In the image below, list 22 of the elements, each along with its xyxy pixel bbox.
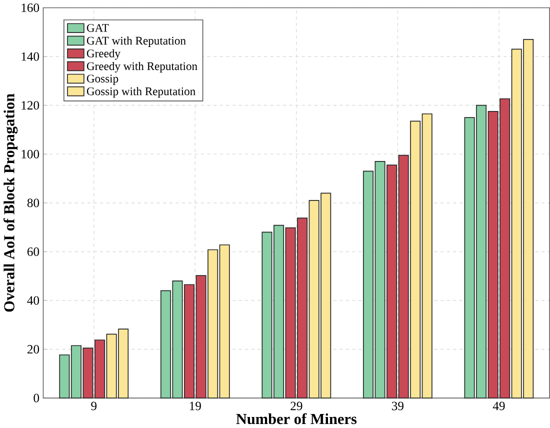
legend-label: Greedy [86, 49, 120, 60]
x-axis-title: Number of Miners [236, 413, 357, 424]
y-tick-label: 60 [27, 248, 40, 256]
legend-label: Gossip [86, 74, 118, 85]
y-tick-label: 40 [27, 296, 40, 305]
x-tick-label: 49 [492, 402, 505, 410]
y-tick-label: 160 [22, 4, 40, 12]
y-tick-label: 140 [22, 52, 40, 61]
legend-label: GAT [86, 24, 109, 32]
x-tick-label: 39 [392, 402, 404, 410]
x-tick-label: 19 [190, 402, 201, 410]
y-tick-label: 100 [22, 150, 40, 159]
legend-label: GAT with Reputation [86, 36, 186, 48]
legend-label: Gossip with Reputation [86, 87, 196, 98]
legend-label: Greedy with Reputation [86, 62, 198, 73]
y-tick-label: 20 [27, 345, 40, 354]
y-tick-label: 80 [27, 198, 40, 208]
y-tick-label: 120 [22, 101, 40, 110]
x-tick-label: 9 [91, 402, 97, 410]
x-tick-label: 29 [290, 402, 302, 410]
y-axis-title: Overall AoI of Block Propagation [4, 94, 18, 312]
y-tick-label: 0 [34, 394, 40, 402]
